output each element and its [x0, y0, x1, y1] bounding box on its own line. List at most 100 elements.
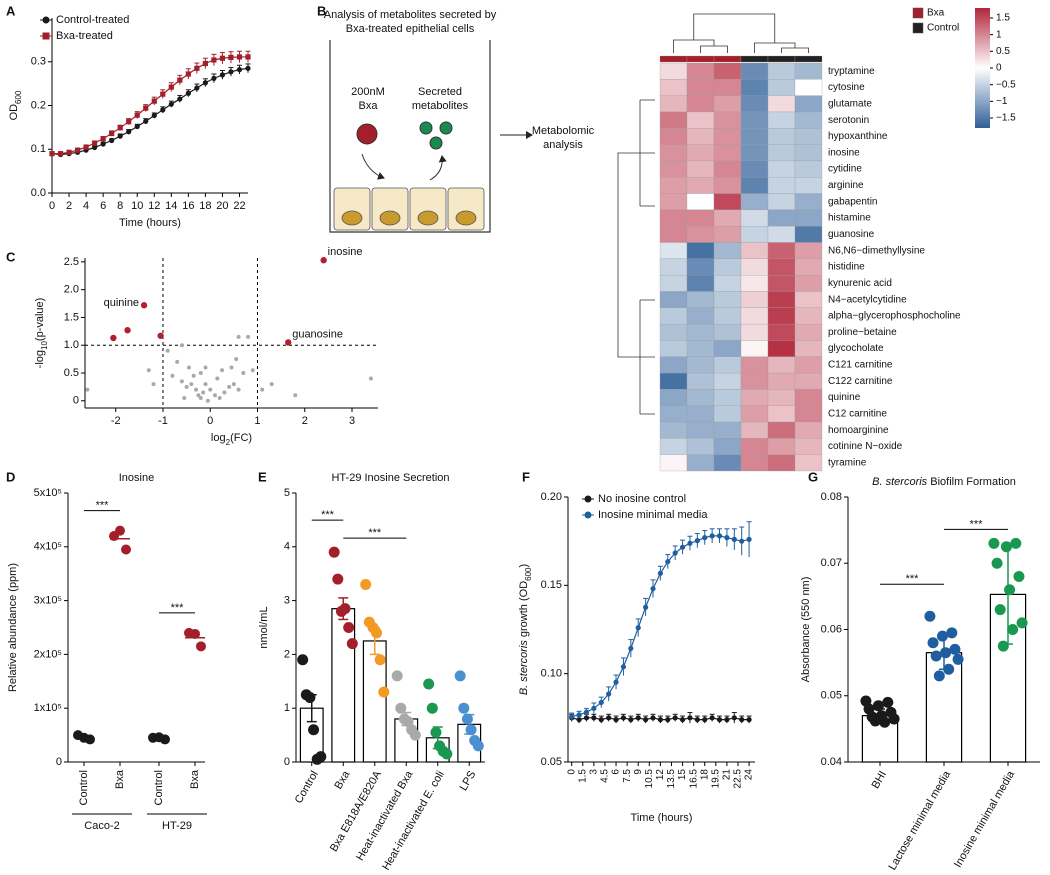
heatmap-cell	[767, 258, 796, 276]
point	[196, 641, 206, 652]
heatmap-cell	[686, 291, 715, 308]
point	[297, 654, 309, 666]
heatmap-cell	[794, 79, 823, 96]
y-axis-label: Absorbance (550 nm)	[800, 577, 812, 683]
marker	[211, 57, 217, 63]
heatmap-cell	[686, 323, 715, 341]
x-tick-label: Inosine minimal media	[952, 768, 1018, 870]
bxa-icon	[356, 123, 378, 145]
colorbar-label: −1.5	[996, 113, 1016, 124]
x-tick-label: 7.5	[622, 769, 633, 783]
point	[374, 654, 386, 666]
point	[179, 379, 184, 384]
column-annotation	[659, 55, 688, 63]
heatmap-cell	[794, 209, 823, 227]
heatmap-cell	[740, 275, 769, 292]
x-tick-label: 15	[677, 769, 688, 781]
point	[146, 368, 151, 373]
point	[260, 387, 265, 392]
column-annotation	[794, 55, 823, 63]
marker	[731, 715, 737, 721]
colorbar-label: −0.5	[996, 79, 1016, 90]
diagram-title: Analysis of metabolites secreted by	[324, 9, 497, 21]
heatmap-cell	[713, 111, 742, 129]
row-label: cytosine	[828, 82, 865, 93]
x-tick-label: Control	[153, 770, 165, 805]
y-tick-label: 0	[284, 756, 290, 768]
heatmap-cell	[767, 307, 796, 325]
y-tick-label: 3x10⁵	[34, 595, 62, 607]
point	[328, 546, 340, 558]
x-tick-label: Lactose minimal media	[886, 768, 953, 872]
marker	[583, 715, 590, 721]
heatmap-cell	[740, 421, 769, 439]
row-label: cotinine N−oxide	[828, 441, 903, 452]
heatmap-cell	[713, 226, 742, 243]
chart-title: B. stercoris Biofilm Formation	[872, 476, 1016, 488]
y-tick-label: 0.04	[821, 756, 842, 768]
significance-label: ***	[970, 518, 984, 530]
x-tick-label: 16	[182, 200, 194, 212]
y-tick-label: 0.15	[541, 579, 562, 591]
point	[994, 604, 1006, 616]
y-axis-label-part: 10	[40, 341, 49, 350]
point	[940, 647, 952, 659]
heatmap-cell	[659, 193, 688, 211]
point	[227, 384, 232, 389]
marker	[606, 715, 612, 721]
heatmap-cell	[740, 356, 769, 374]
diagram-label: metabolites	[412, 100, 469, 112]
heatmap-cell	[713, 421, 742, 439]
metabolite-icon	[429, 136, 443, 150]
heatmap-cell	[794, 291, 823, 308]
x-tick-label: -2	[111, 415, 121, 427]
heatmap-cell	[686, 454, 715, 472]
heatmap-cell	[740, 291, 769, 308]
marker	[702, 717, 708, 723]
x-tick-label: 22	[233, 200, 245, 212]
point	[203, 382, 208, 387]
series-line	[571, 535, 750, 718]
marker	[679, 717, 686, 723]
point	[234, 357, 239, 362]
heatmap-cell	[767, 454, 796, 472]
heatmap-cell	[713, 372, 742, 390]
marker	[709, 533, 715, 539]
heatmap-cell	[740, 62, 769, 80]
marker	[746, 717, 752, 723]
y-tick-label: 0.05	[541, 756, 562, 768]
heatmap-cell	[686, 258, 715, 276]
marker	[746, 536, 752, 543]
dendrogram	[617, 13, 809, 415]
heatmap-cell	[794, 193, 823, 211]
point	[426, 702, 438, 714]
marker	[657, 717, 663, 723]
marker	[245, 65, 251, 71]
point	[409, 729, 421, 741]
x-tick-label: 10.5	[644, 769, 655, 789]
marker	[657, 570, 663, 576]
panel-letter: C	[6, 249, 16, 264]
marker	[739, 717, 745, 723]
heatmap-cell	[686, 226, 715, 243]
marker	[109, 130, 115, 137]
row-label: guanosine	[828, 229, 875, 240]
heatmap-cell	[659, 323, 688, 341]
legend-label: Bxa	[927, 8, 945, 19]
well	[329, 40, 491, 233]
marker	[92, 140, 98, 146]
chart-title: HT-29 Inosine Secretion	[331, 472, 449, 484]
point	[246, 334, 251, 339]
x-tick-label: 0	[207, 415, 213, 427]
marker	[724, 717, 730, 723]
heatmap-cell	[794, 372, 823, 390]
marker	[687, 540, 693, 546]
row-label: histamine	[828, 213, 871, 224]
legend-label: Control-treated	[56, 14, 129, 26]
x-tick-label: 1	[254, 415, 260, 427]
point	[189, 382, 194, 387]
x-tick-label: 0	[566, 769, 577, 775]
point	[888, 713, 900, 725]
y-tick-label: 1.0	[64, 339, 79, 351]
marker	[160, 107, 166, 113]
